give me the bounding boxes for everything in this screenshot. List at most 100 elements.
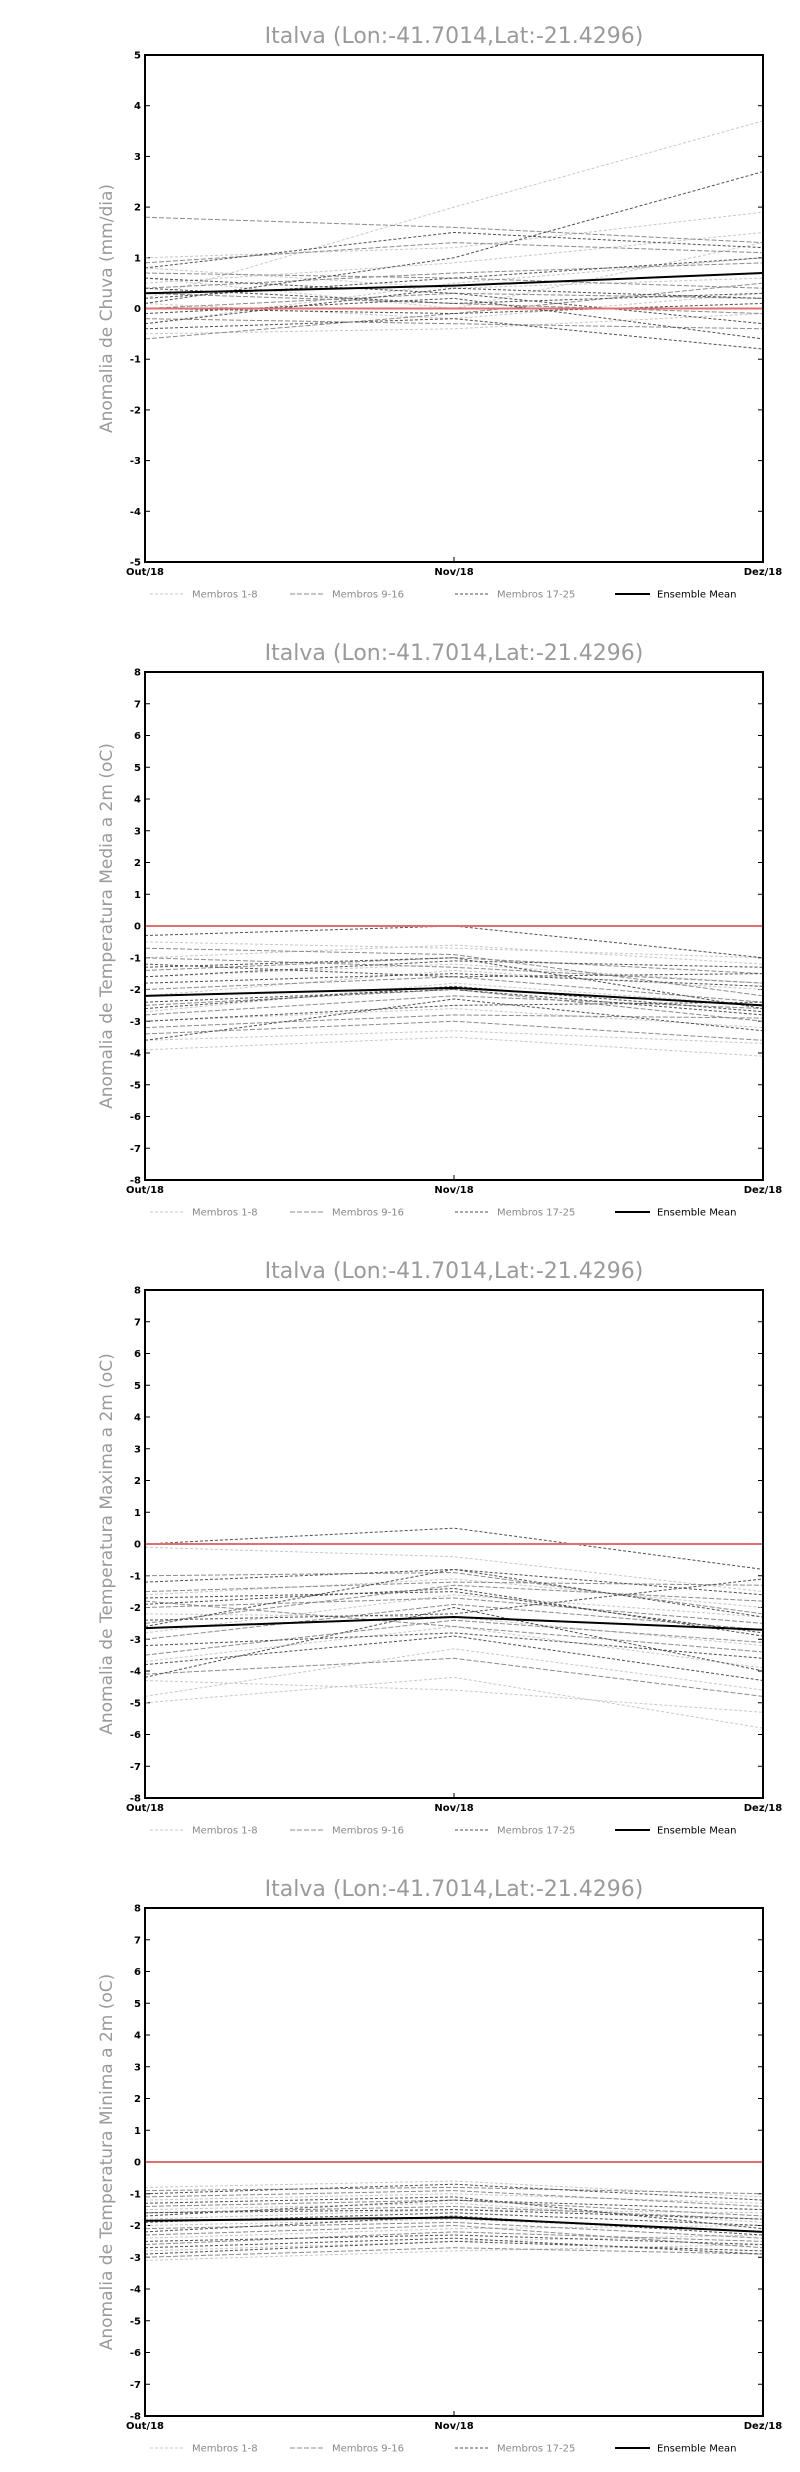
y-tick-label: -7 bbox=[130, 2380, 141, 2391]
y-tick-label: 8 bbox=[134, 668, 141, 679]
member-series-line-group-2 bbox=[144, 282, 764, 340]
y-tick-label: 0 bbox=[134, 1540, 141, 1551]
legend: Membros 1-8 Membros 9-16 Membros 17-25 Ense… bbox=[150, 590, 736, 601]
member-series-line-group-1 bbox=[144, 1578, 764, 1608]
x-tick-label: Nov/18 bbox=[434, 1803, 473, 1814]
y-axis-label: Anomalia de Temperatura Media a 2m (oC) bbox=[97, 743, 117, 1109]
y-tick-label: 6 bbox=[134, 1349, 141, 1360]
y-tick-label: -6 bbox=[130, 1112, 141, 1123]
member-series-line-group-2 bbox=[144, 2221, 764, 2239]
legend-label-group2: Membros 9-16 bbox=[332, 1208, 404, 1219]
member-series-line-group-1 bbox=[144, 982, 764, 1013]
y-tick-label: 6 bbox=[134, 731, 141, 742]
member-series-line-group-2 bbox=[144, 216, 764, 244]
member-series-line-group-2 bbox=[144, 2199, 764, 2217]
member-series-line-group-2 bbox=[144, 2247, 764, 2258]
y-tick-label: -8 bbox=[130, 1176, 141, 1187]
member-series-line-group-1 bbox=[144, 2244, 764, 2261]
x-tick-label: Out/18 bbox=[126, 567, 164, 578]
member-series-line-group-2 bbox=[144, 957, 764, 975]
legend-label-group3: Membros 17-25 bbox=[497, 1826, 575, 1837]
y-tick-label: -3 bbox=[130, 456, 141, 467]
member-series-line-group-3 bbox=[144, 1587, 764, 1637]
member-series-line-group-2 bbox=[144, 1014, 764, 1029]
member-series-line-group-3 bbox=[144, 1632, 764, 1659]
x-tick-label: Out/18 bbox=[126, 1803, 164, 1814]
plot-frame bbox=[144, 54, 764, 563]
member-series-line-group-1 bbox=[144, 2209, 764, 2220]
y-tick-label: 0 bbox=[134, 304, 141, 315]
legend-label-group2: Membros 9-16 bbox=[332, 590, 404, 601]
member-series-line-group-1 bbox=[144, 120, 764, 299]
member-series-line-group-3 bbox=[144, 1527, 764, 1570]
member-series-line-group-2 bbox=[144, 272, 764, 289]
y-tick-label: -1 bbox=[130, 2189, 141, 2200]
chart-title: Italva (Lon:-41.7014,Lat:-21.4296) bbox=[265, 641, 644, 666]
y-tick-label: -1 bbox=[130, 953, 141, 964]
y-tick-label: 7 bbox=[134, 1935, 141, 1946]
member-series-line-group-3 bbox=[144, 2215, 764, 2236]
x-tick-label: Out/18 bbox=[126, 2421, 164, 2432]
member-series-line-group-2 bbox=[144, 1020, 764, 1041]
legend-label-group2: Membros 9-16 bbox=[332, 2444, 404, 2455]
plot-frame bbox=[144, 1907, 764, 2417]
legend-label-mean: Ensemble Mean bbox=[657, 1826, 736, 1837]
y-tick-label: -8 bbox=[130, 2412, 141, 2423]
legend: Membros 1-8 Membros 9-16 Membros 17-25 Ense… bbox=[150, 1208, 736, 1219]
member-series-line-group-3 bbox=[144, 2196, 764, 2230]
member-series-line-group-3 bbox=[144, 2240, 764, 2255]
y-tick-label: 0 bbox=[134, 922, 141, 933]
member-series-line-group-2 bbox=[144, 2231, 764, 2246]
member-series-line-group-1 bbox=[144, 2234, 764, 2252]
x-tick-label: Dez/18 bbox=[744, 2421, 783, 2432]
chart-panel-2: Italva (Lon:-41.7014,Lat:-21.4296) Anomal… bbox=[97, 641, 782, 1219]
y-tick-label: 4 bbox=[134, 795, 141, 806]
member-series-line-group-1 bbox=[144, 1594, 764, 1634]
ensemble-mean-line bbox=[144, 272, 764, 295]
legend: Membros 1-8 Membros 9-16 Membros 17-25 Ense… bbox=[150, 1826, 736, 1837]
member-series-line-group-1 bbox=[144, 963, 764, 984]
y-tick-label: 2 bbox=[134, 2094, 141, 2105]
y-tick-label: 6 bbox=[134, 1967, 141, 1978]
member-series-line-group-3 bbox=[144, 1578, 764, 1621]
member-series-line-group-3 bbox=[144, 277, 764, 325]
member-series-line-group-3 bbox=[144, 287, 764, 325]
member-series-line-group-1 bbox=[144, 944, 764, 965]
member-series-line-group-1 bbox=[144, 1036, 764, 1057]
y-tick-label: 2 bbox=[134, 203, 141, 214]
y-tick-label: -3 bbox=[130, 1017, 141, 1028]
member-series-line-group-1 bbox=[144, 242, 764, 310]
y-tick-label: 3 bbox=[134, 826, 141, 837]
y-tick-label: -7 bbox=[130, 1762, 141, 1773]
member-series-line-group-2 bbox=[144, 1572, 764, 1615]
member-series-line-group-1 bbox=[144, 292, 764, 320]
y-tick-label: -7 bbox=[130, 1144, 141, 1155]
member-series-line-group-3 bbox=[144, 985, 764, 1013]
y-tick-label: -4 bbox=[130, 2285, 141, 2296]
member-series-line-group-2 bbox=[144, 1600, 764, 1653]
member-series-line-group-2 bbox=[144, 988, 764, 1022]
x-tick-label: Dez/18 bbox=[744, 567, 783, 578]
y-tick-label: 8 bbox=[134, 1904, 141, 1915]
y-tick-label: 3 bbox=[134, 2062, 141, 2073]
member-series-line-group-3 bbox=[144, 973, 764, 987]
legend-label-group3: Membros 17-25 bbox=[497, 590, 575, 601]
member-series-line-group-1 bbox=[144, 1546, 764, 1593]
y-tick-label: 1 bbox=[134, 2126, 141, 2137]
member-series-line-group-1 bbox=[144, 1680, 764, 1713]
y-tick-label: 7 bbox=[134, 699, 141, 710]
y-tick-label: -4 bbox=[130, 1667, 141, 1678]
member-series-line-group-3 bbox=[144, 963, 764, 978]
ensemble-mean-line bbox=[144, 1616, 764, 1631]
member-series-line-group-2 bbox=[144, 1581, 764, 1593]
member-series-line-group-1 bbox=[144, 1613, 764, 1647]
y-tick-label: -5 bbox=[130, 1080, 141, 1091]
x-tick-label: Nov/18 bbox=[434, 2421, 473, 2432]
y-tick-label: -2 bbox=[130, 1603, 141, 1614]
x-tick-label: Nov/18 bbox=[434, 567, 473, 578]
y-tick-label: 2 bbox=[134, 1476, 141, 1487]
member-series-line-group-2 bbox=[144, 976, 764, 1003]
member-series-line-group-1 bbox=[144, 1030, 764, 1044]
y-tick-label: -3 bbox=[130, 1635, 141, 1646]
